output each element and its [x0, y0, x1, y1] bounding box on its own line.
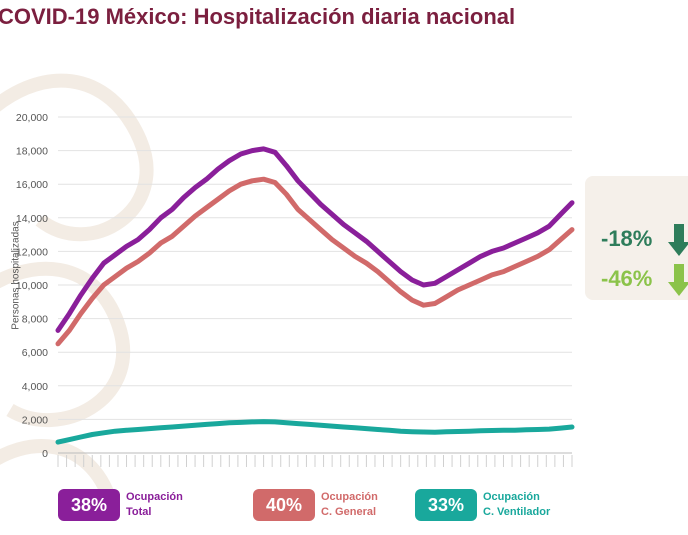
series-line-ventilador [55, 419, 575, 445]
legend-label-line2: C. Ventilador [483, 506, 551, 518]
change-value-second: -46% [601, 266, 653, 291]
y-tick-label: 6,000 [22, 347, 48, 359]
arrow-down-icon [668, 224, 688, 256]
legend-badge: 33% [415, 489, 477, 521]
legend-item-ventilador: 33% Ocupación C. Ventilador [415, 488, 550, 522]
page-title: COVID-19 México: Hospitalización diaria … [0, 4, 516, 29]
arrow-down-icon [668, 264, 688, 296]
y-tick-label: 0 [42, 448, 48, 460]
y-tick-label: 20,000 [16, 112, 48, 124]
legend-label-line1: Ocupación [126, 491, 183, 503]
legend-label-line1: Ocupación [483, 491, 540, 503]
y-axis-label: Personas hospitalizadas [10, 221, 22, 330]
legend-badge: 40% [253, 489, 315, 521]
hospitalization-line-chart: 0 2,000 4,000 6,000 8,000 10,000 12,000 14,000 1… [16, 112, 575, 467]
series-line-general [55, 176, 575, 347]
y-tick-label: 10,000 [16, 280, 48, 292]
y-tick-label: 12,000 [16, 246, 48, 258]
change-panel [585, 176, 688, 300]
y-tick-label: 18,000 [16, 146, 48, 158]
change-value-first: -18% [601, 226, 653, 251]
legend-item-general: 40% Ocupación C. General [253, 488, 378, 522]
legend-label-line2: C. General [321, 506, 377, 518]
y-tick-label: 16,000 [16, 179, 48, 191]
legend-label-line2: Total [126, 506, 152, 518]
legend-item-total: 38% Ocupación Total [58, 488, 183, 522]
y-tick-label: 14,000 [16, 213, 48, 225]
legend-label-line1: Ocupación [321, 491, 378, 503]
series-line-total [55, 146, 575, 333]
y-tick-label: 2,000 [22, 414, 48, 426]
y-tick-label: 4,000 [22, 381, 48, 393]
y-tick-label: 8,000 [22, 314, 48, 326]
legend-badge: 38% [58, 489, 120, 521]
